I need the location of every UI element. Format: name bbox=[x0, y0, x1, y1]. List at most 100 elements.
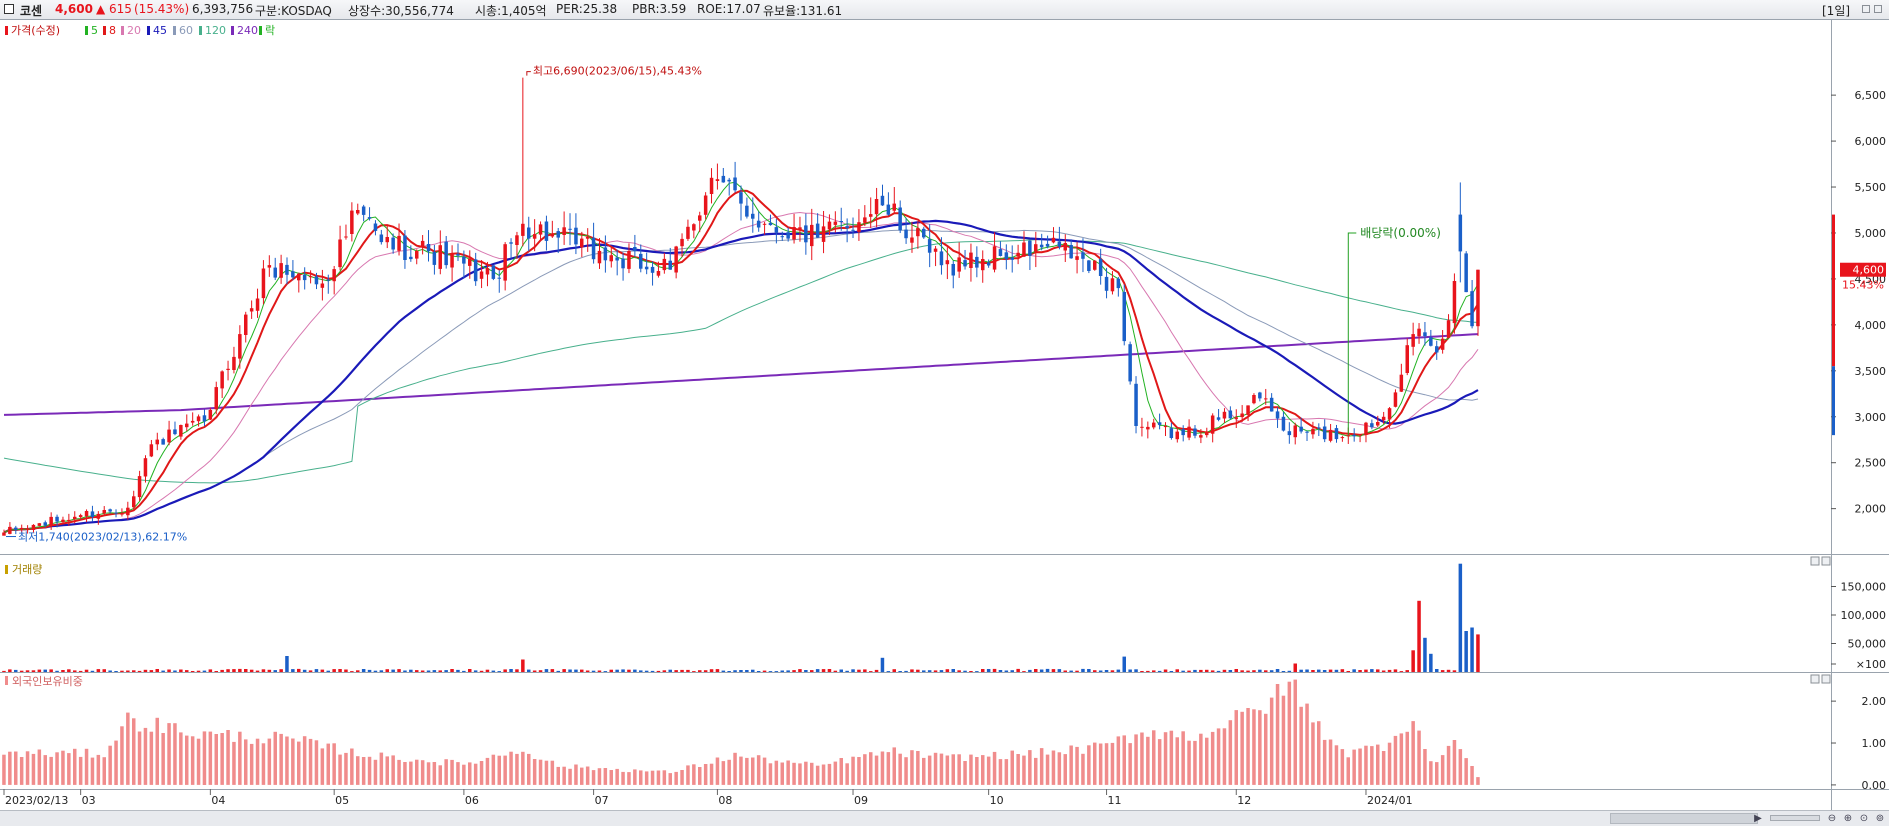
candle-body bbox=[155, 439, 159, 445]
x-tick-label: 2024/01 bbox=[1367, 794, 1413, 807]
zoom-reset-icon[interactable]: ⊙ bbox=[1859, 813, 1869, 824]
foreign-ratio-bar bbox=[308, 738, 313, 785]
horizontal-scroll-thumb[interactable] bbox=[1610, 813, 1758, 824]
foreign-ratio-bar bbox=[202, 731, 207, 785]
volume-bar bbox=[727, 671, 731, 672]
foreign-ratio-bar bbox=[827, 763, 832, 785]
up-arrow-icon: ▲ bbox=[96, 2, 106, 16]
volume-bar bbox=[922, 670, 926, 672]
foreign-ratio-bar bbox=[916, 751, 920, 785]
zoom-out-icon[interactable]: ⊖ bbox=[1827, 813, 1837, 824]
volume-bar bbox=[992, 668, 997, 672]
volume-bar bbox=[320, 669, 325, 672]
volume-bar bbox=[650, 670, 655, 672]
candle-body bbox=[1069, 245, 1073, 259]
volume-bar bbox=[450, 669, 454, 672]
foreign-ratio-bar bbox=[255, 738, 260, 785]
foreign-minimize-icon bbox=[1810, 674, 1820, 684]
candle-body bbox=[939, 251, 944, 266]
foreign-ratio-bar bbox=[1010, 750, 1014, 785]
legend-label-ma240: 240 bbox=[237, 24, 258, 37]
candle-body bbox=[90, 511, 95, 518]
zoom-fit-icon[interactable]: ⊚ bbox=[1875, 813, 1885, 824]
period-selector[interactable]: [1일] bbox=[1822, 4, 1851, 18]
candle-body bbox=[120, 513, 124, 515]
volume-bar bbox=[456, 669, 460, 672]
volume-bar bbox=[639, 670, 643, 672]
foreign-ratio-bar bbox=[1411, 721, 1415, 785]
minimize-icon[interactable] bbox=[1862, 5, 1870, 13]
foreign-ratio-bar bbox=[332, 743, 336, 785]
volume-bar bbox=[173, 670, 177, 672]
volume-bar bbox=[379, 670, 384, 672]
foreign-ratio-bar bbox=[1352, 749, 1356, 785]
volume-bar bbox=[1205, 669, 1209, 672]
volume-bar bbox=[1075, 670, 1079, 672]
volume-bar bbox=[84, 669, 89, 672]
volume-bar bbox=[1051, 669, 1056, 672]
close-icon[interactable] bbox=[1874, 5, 1882, 13]
volume-bar bbox=[933, 670, 938, 672]
foreign-ratio-bar bbox=[403, 762, 407, 785]
x-tick-label: 12 bbox=[1237, 794, 1251, 807]
x-tick-label: 09 bbox=[854, 794, 868, 807]
candle-body bbox=[869, 214, 873, 217]
candle-body bbox=[951, 264, 955, 276]
foreign-ratio-bar bbox=[1205, 737, 1209, 785]
foreign-ratio-bar bbox=[279, 733, 283, 785]
volume-bar bbox=[220, 669, 224, 672]
candle-body bbox=[698, 215, 702, 221]
volume-bar bbox=[373, 670, 378, 672]
foreign-ratio-bar bbox=[238, 731, 242, 785]
volume-bar bbox=[1334, 669, 1339, 672]
pane-buttons[interactable] bbox=[1810, 556, 1831, 684]
foreign-ratio-bar bbox=[998, 759, 1003, 785]
volume-bar bbox=[1016, 668, 1020, 672]
foreign-ratio-bar bbox=[609, 770, 613, 785]
volume-bar bbox=[869, 671, 873, 672]
candle-body bbox=[621, 258, 625, 269]
candle-body bbox=[810, 224, 814, 247]
volume-bar bbox=[1028, 669, 1032, 672]
candle-body bbox=[1446, 320, 1451, 338]
foreign-ratio-bar bbox=[1022, 755, 1026, 785]
candle-body bbox=[1476, 269, 1480, 327]
candle-body bbox=[1034, 244, 1038, 252]
zoom-in-icon[interactable]: ⊕ bbox=[1843, 813, 1853, 824]
scroll-right-icon[interactable]: ▶ bbox=[1754, 813, 1762, 824]
candle-body bbox=[532, 234, 537, 239]
candle-body bbox=[1322, 426, 1327, 440]
foreign-ratio-bar bbox=[975, 757, 979, 785]
candle-body bbox=[751, 213, 755, 219]
volume-bar bbox=[969, 671, 973, 672]
legend-label-ma8: 8 bbox=[109, 24, 116, 37]
volume-bar bbox=[190, 671, 195, 672]
candle-body bbox=[615, 257, 619, 261]
chart-canvas[interactable]: 가격(수정) 5 8 20 45 60 120 240 락 거래량 외국인보유비… bbox=[0, 20, 1889, 810]
volume-bar bbox=[951, 669, 955, 672]
candle-body bbox=[73, 516, 77, 520]
candle-body bbox=[1098, 259, 1103, 276]
stock-name[interactable]: 코센 bbox=[20, 4, 43, 18]
foreign-ratio-bar bbox=[143, 727, 148, 785]
candle-body bbox=[1381, 416, 1386, 421]
candle-body bbox=[1199, 435, 1203, 438]
foreign-ratio-bar bbox=[556, 766, 560, 785]
panel-checkbox[interactable] bbox=[4, 4, 14, 14]
candle-body bbox=[521, 223, 525, 236]
zoom-slider[interactable] bbox=[1770, 815, 1820, 821]
volume-bar bbox=[1393, 669, 1398, 672]
candle-body bbox=[479, 271, 484, 279]
foreign-ratio-bar bbox=[874, 755, 879, 785]
candle-body bbox=[1246, 405, 1250, 415]
foreign-ratio-bar bbox=[1163, 732, 1168, 785]
foreign-ratio-bar bbox=[1269, 697, 1274, 785]
volume-bar bbox=[385, 669, 389, 672]
volume-bar bbox=[361, 669, 366, 672]
volume-bar bbox=[497, 671, 501, 672]
foreign-ratio-bar bbox=[1098, 743, 1103, 785]
foreign-ratio-bar bbox=[1016, 754, 1020, 785]
foreign-ratio-bar bbox=[1228, 720, 1233, 785]
foreign-ratio-bar bbox=[456, 762, 460, 785]
candle-body bbox=[43, 522, 47, 526]
